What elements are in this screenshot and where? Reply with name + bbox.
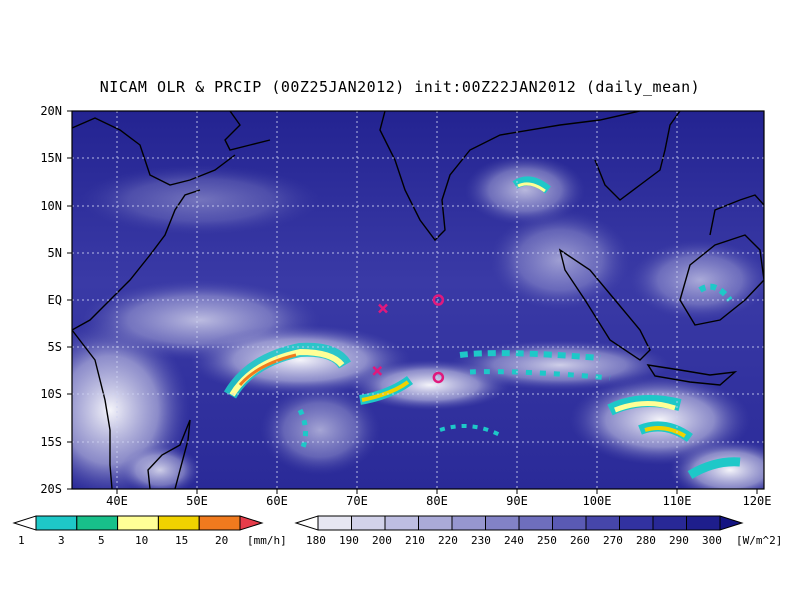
olr-tick-label: 220 bbox=[438, 534, 458, 547]
olr-segment bbox=[686, 515, 721, 531]
olr-segment bbox=[294, 515, 319, 531]
olr-tick-label: 300 bbox=[702, 534, 722, 547]
lat-label: EQ bbox=[47, 293, 62, 307]
lon-label: 50E bbox=[186, 494, 208, 508]
map-field bbox=[72, 111, 764, 489]
axis-ticks bbox=[67, 110, 758, 494]
map-title: NICAM OLR & PRCIP (00Z25JAN2012) init:00… bbox=[99, 78, 701, 96]
olr-segment bbox=[652, 515, 687, 531]
lon-label: 110E bbox=[662, 494, 692, 508]
lat-label: 10S bbox=[40, 387, 62, 401]
lon-label: 80E bbox=[426, 494, 448, 508]
coastlines bbox=[72, 111, 764, 489]
olr-segment bbox=[351, 515, 386, 531]
precip-units: [mm/h] bbox=[247, 534, 287, 547]
precip-segment bbox=[117, 515, 159, 531]
precip-colorbar bbox=[12, 515, 264, 531]
olr-colorbar bbox=[294, 515, 744, 531]
olr-tick-label: 210 bbox=[405, 534, 425, 547]
olr-tick-label: 250 bbox=[537, 534, 557, 547]
olr-tick-label: 270 bbox=[603, 534, 623, 547]
lat-label: 10N bbox=[40, 199, 62, 213]
olr-tick-label: 290 bbox=[669, 534, 689, 547]
lon-label: 60E bbox=[266, 494, 288, 508]
olr-segment bbox=[418, 515, 453, 531]
lon-label: 70E bbox=[346, 494, 368, 508]
precip-segment bbox=[157, 515, 200, 531]
lon-label: 120E bbox=[742, 494, 772, 508]
precip-segment bbox=[35, 515, 78, 531]
circle-marker bbox=[432, 371, 445, 384]
olr-tick-label: 200 bbox=[372, 534, 392, 547]
precip-tick-label: 5 bbox=[98, 534, 105, 547]
lat-label: 20N bbox=[40, 104, 62, 118]
lat-label: 5S bbox=[47, 340, 62, 354]
lat-label: 5N bbox=[47, 246, 62, 260]
olr-segment bbox=[552, 515, 587, 531]
olr-segment bbox=[451, 515, 486, 531]
olr-tick-label: 240 bbox=[504, 534, 524, 547]
gridlines bbox=[72, 111, 764, 489]
precip-segment bbox=[76, 515, 119, 531]
olr-segment bbox=[317, 515, 352, 531]
precip-tick-label: 1 bbox=[18, 534, 25, 547]
olr-tick-label: 280 bbox=[636, 534, 656, 547]
precip-tick-label: 3 bbox=[58, 534, 65, 547]
olr-segment bbox=[585, 515, 620, 531]
olr-tick-label: 230 bbox=[471, 534, 491, 547]
olr-tick-label: 260 bbox=[570, 534, 590, 547]
lat-label: 20S bbox=[40, 482, 62, 496]
olr-segment bbox=[384, 515, 419, 531]
lon-label: 90E bbox=[506, 494, 528, 508]
lon-label: 100E bbox=[582, 494, 612, 508]
precip-tick-label: 15 bbox=[175, 534, 189, 547]
lat-label: 15N bbox=[40, 151, 62, 165]
precip-segment bbox=[239, 515, 264, 531]
olr-tick-label: 180 bbox=[306, 534, 326, 547]
marker-layer bbox=[372, 294, 445, 384]
olr-segment bbox=[485, 515, 520, 531]
olr-segment bbox=[719, 515, 744, 531]
lat-label: 15S bbox=[40, 435, 62, 449]
precip-tick-label: 10 bbox=[135, 534, 149, 547]
olr-tick-label: 190 bbox=[339, 534, 359, 547]
lon-label: 40E bbox=[106, 494, 128, 508]
olr-segment bbox=[518, 515, 553, 531]
precip-segment bbox=[12, 515, 37, 531]
olr-segment bbox=[619, 515, 654, 531]
precip-segment bbox=[198, 515, 241, 531]
olr-units: [W/m^2] bbox=[736, 534, 783, 547]
precip-tick-label: 20 bbox=[215, 534, 229, 547]
circle-marker bbox=[432, 294, 445, 306]
x-marker bbox=[372, 365, 383, 376]
x-marker bbox=[378, 303, 388, 314]
